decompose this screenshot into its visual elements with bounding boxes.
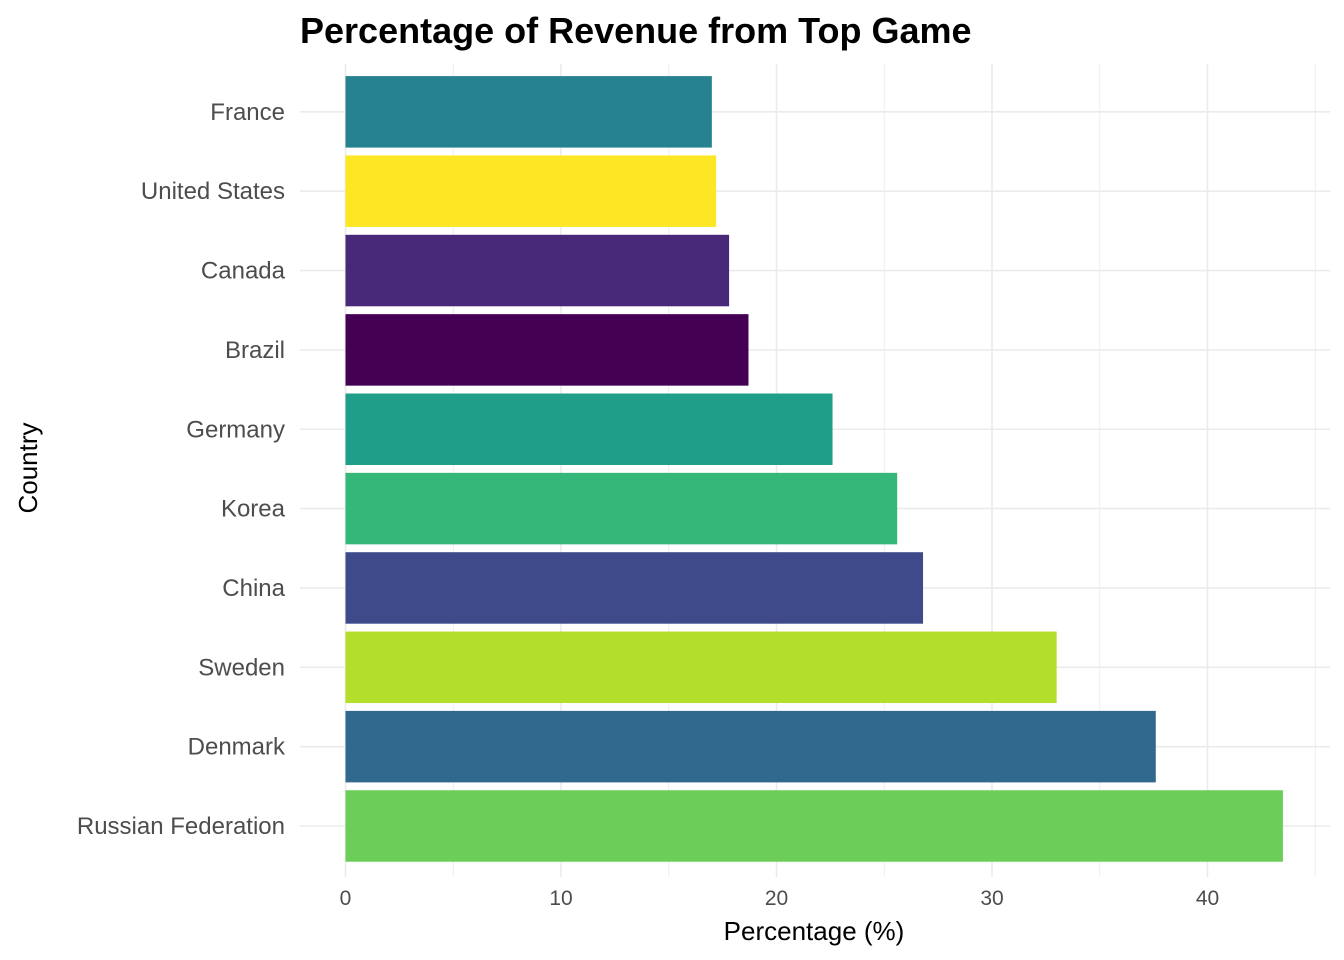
bar-denmark [345, 710, 1156, 783]
x-axis-title: Percentage (%) [724, 916, 905, 946]
y-tick-label: United States [141, 178, 285, 205]
y-tick-label: China [222, 575, 285, 602]
x-tick-label: 10 [549, 887, 572, 910]
bar-united-states [345, 155, 717, 227]
x-tick-label: 40 [1196, 887, 1219, 910]
y-tick-label: Brazil [225, 337, 285, 364]
bar-canada [345, 234, 730, 307]
y-tick-label: Canada [201, 258, 286, 285]
bar-korea [345, 472, 898, 545]
y-axis-title: Country [13, 422, 43, 513]
y-tick-label: France [210, 99, 285, 126]
bar-russian-federation [345, 790, 1283, 862]
y-tick-label: Korea [221, 496, 286, 523]
bar-china [345, 552, 924, 624]
y-tick-label: Russian Federation [77, 813, 285, 840]
x-tick-label: 20 [765, 887, 788, 910]
bars [345, 76, 1283, 862]
bar-germany [345, 393, 833, 465]
x-tick-label: 30 [980, 887, 1003, 910]
x-tick-label: 0 [340, 887, 352, 910]
y-axis-tick-labels: Russian Federation Denmark Sweden China Kore… [77, 99, 286, 840]
chart-title: Percentage of Revenue from Top Game [300, 10, 972, 51]
bar-brazil [345, 314, 749, 386]
bar-france [345, 76, 712, 148]
x-axis-tick-labels: 0 10 20 30 40 [340, 887, 1220, 910]
y-tick-label: Germany [186, 416, 285, 443]
y-tick-label: Sweden [198, 654, 285, 681]
bar-sweden [345, 631, 1057, 704]
y-tick-label: Denmark [188, 734, 286, 761]
